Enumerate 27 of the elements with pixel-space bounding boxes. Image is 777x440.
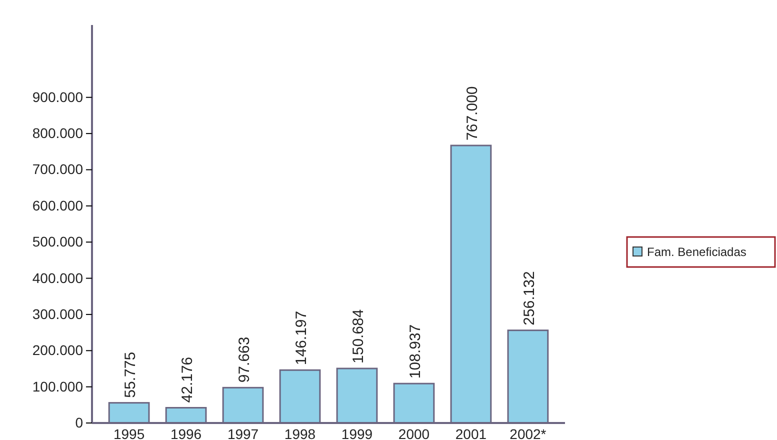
x-tick-label: 2001 bbox=[455, 426, 487, 440]
y-tick-label: 300.000 bbox=[32, 306, 84, 322]
x-tick-label: 1995 bbox=[113, 426, 145, 440]
y-tick-label: 800.000 bbox=[32, 125, 84, 142]
legend-label: Fam. Beneficiadas bbox=[647, 245, 746, 259]
x-tick-label: 2000 bbox=[398, 426, 430, 440]
data-label: 146.197 bbox=[293, 310, 310, 366]
y-tick-label: 400.000 bbox=[32, 270, 84, 286]
data-label: 55.775 bbox=[122, 352, 140, 398]
x-tick-label: 1999 bbox=[341, 426, 373, 440]
y-tick-label: 900.000 bbox=[32, 88, 84, 105]
data-label: 97.663 bbox=[236, 336, 254, 383]
x-tick-label: 2002* bbox=[510, 426, 547, 440]
data-label: 256.132 bbox=[520, 271, 538, 326]
y-tick-label: 600.000 bbox=[32, 197, 84, 214]
data-label: 42.176 bbox=[179, 356, 196, 403]
y-tick-label: 500.000 bbox=[32, 234, 84, 250]
x-tick-label: 1996 bbox=[170, 426, 202, 440]
y-tick-label: 200.000 bbox=[32, 342, 84, 358]
y-tick-label: 700.000 bbox=[32, 161, 84, 178]
y-tick-label: 0 bbox=[75, 414, 84, 430]
data-label: 108.937 bbox=[406, 324, 424, 379]
x-tick-label: 1998 bbox=[284, 426, 316, 440]
x-tick-label: 1997 bbox=[227, 426, 259, 440]
y-tick-label: 100.000 bbox=[32, 378, 84, 394]
data-label: 767.000 bbox=[464, 86, 481, 140]
data-label: 150.684 bbox=[350, 309, 367, 364]
